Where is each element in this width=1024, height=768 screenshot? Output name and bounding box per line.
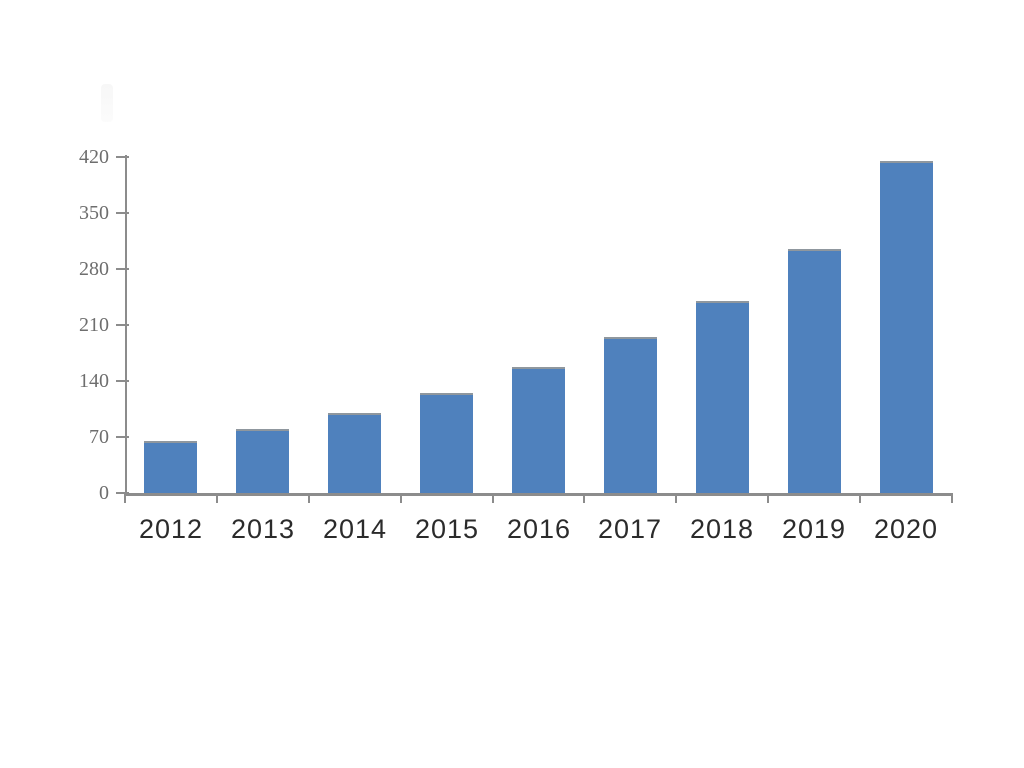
bar-2015 [420, 393, 473, 493]
x-tick-mark [951, 493, 953, 503]
x-tick-mark [859, 493, 862, 503]
x-tick-mark [399, 493, 402, 503]
x-tick-mark [124, 493, 126, 503]
x-tick-mark [767, 493, 770, 503]
x-tick-label: 2012 [138, 514, 204, 544]
x-tick-mark [491, 493, 494, 503]
x-tick-label: 2018 [689, 514, 755, 544]
y-tick-label: 350 [79, 202, 109, 224]
bar-2019 [788, 249, 841, 493]
bar-2018 [696, 301, 749, 493]
bar-2017 [604, 337, 657, 493]
x-tick-mark [583, 493, 586, 503]
bar-2016 [512, 367, 565, 493]
x-tick-label: 2015 [414, 514, 480, 544]
x-tick-label: 2016 [506, 514, 572, 544]
y-tick-label: 280 [79, 258, 109, 280]
x-tick-mark [675, 493, 678, 503]
bar-2020 [880, 161, 933, 493]
bar-2013 [236, 429, 289, 493]
y-tick-mark [116, 492, 129, 494]
y-tick-label: 0 [99, 482, 109, 504]
x-tick-mark [307, 493, 310, 503]
x-tick-label: 2013 [230, 514, 296, 544]
bar-2014 [328, 413, 381, 493]
y-tick-label: 70 [89, 426, 109, 448]
faint-artifact [101, 84, 113, 122]
y-tick-label: 420 [79, 146, 109, 168]
y-tick-mark [116, 212, 129, 214]
x-axis-line [124, 493, 953, 496]
x-tick-label: 2017 [597, 514, 663, 544]
y-tick-mark [116, 324, 129, 326]
y-tick-mark [116, 268, 129, 270]
y-tick-mark [116, 380, 129, 382]
y-tick-label: 210 [79, 314, 109, 336]
x-tick-mark [215, 493, 218, 503]
x-tick-label: 2020 [873, 514, 939, 544]
y-tick-label: 140 [79, 370, 109, 392]
x-tick-label: 2014 [322, 514, 388, 544]
bar-2012 [144, 441, 197, 493]
y-tick-mark [116, 436, 129, 438]
y-tick-mark [116, 156, 129, 158]
x-tick-label: 2019 [781, 514, 847, 544]
